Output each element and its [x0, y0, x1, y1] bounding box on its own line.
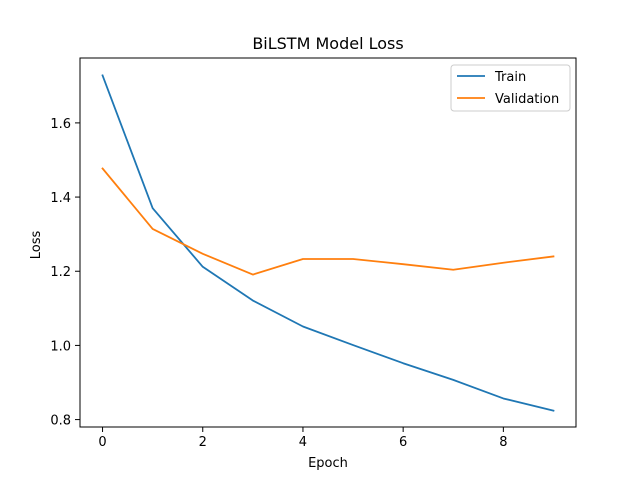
y-axis-label: Loss	[29, 231, 44, 260]
x-axis-label: Epoch	[308, 456, 348, 471]
plot-area	[79, 57, 577, 428]
x-tick-label: 2	[199, 435, 207, 450]
x-tick-label: 6	[399, 435, 407, 450]
x-tick-label: 0	[98, 435, 106, 450]
chart-title: BiLSTM Model Loss	[252, 34, 403, 53]
x-tick-label: 8	[499, 435, 507, 450]
legend-label-validation: Validation	[495, 92, 559, 107]
series-line-train	[101, 74, 555, 412]
y-tick-label: 1.6	[50, 117, 71, 132]
series-lines	[101, 74, 555, 412]
legend-label-train: Train	[494, 70, 526, 85]
x-tick-label: 4	[299, 435, 307, 450]
series-line-validation	[101, 167, 555, 276]
y-tick-label: 1.2	[50, 265, 71, 280]
y-tick-label: 1.0	[50, 339, 71, 354]
axis-ticks: 0 2 4 6 8 0.8 1.0 1.2 1.4 1.6	[50, 117, 507, 450]
legend: Train Validation	[450, 64, 571, 112]
y-tick-label: 1.4	[50, 191, 71, 206]
y-tick-label: 0.8	[50, 414, 71, 429]
plot-frame	[79, 57, 577, 428]
